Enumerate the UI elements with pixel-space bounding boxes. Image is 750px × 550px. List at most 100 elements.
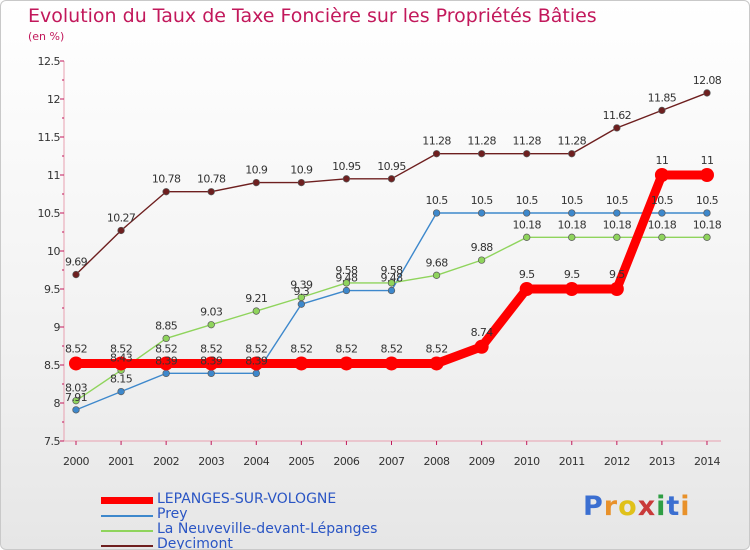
y-tick-label: 11.5 (38, 131, 61, 144)
x-tick-label: 2010 (514, 455, 540, 468)
data-point (384, 356, 399, 371)
data-label: 9.88 (471, 241, 494, 254)
data-point (432, 209, 441, 217)
x-tick-label: 2001 (108, 455, 134, 468)
data-label: 10.5 (561, 194, 584, 207)
data-point (613, 209, 621, 217)
data-point (117, 226, 125, 235)
data-label: 8.43 (110, 351, 133, 364)
data-label: 9.68 (426, 256, 449, 269)
data-label: 10.18 (693, 218, 722, 231)
data-point (342, 286, 351, 295)
y-tick-label: 8.5 (44, 359, 60, 372)
data-point (658, 106, 666, 115)
data-point (294, 356, 309, 371)
data-label: 8.52 (110, 342, 132, 355)
data-label: 11.28 (512, 135, 541, 148)
data-label: 9.58 (335, 264, 358, 277)
data-point (72, 406, 80, 414)
data-point (477, 209, 486, 217)
data-point (609, 282, 624, 296)
data-label: 11.28 (422, 135, 451, 148)
data-point (658, 233, 666, 241)
data-label: 10.18 (558, 218, 587, 231)
data-point (297, 178, 306, 187)
y-tick-label: 10 (47, 245, 60, 258)
logo-letter: x (637, 491, 657, 522)
data-label: 11.28 (467, 135, 496, 148)
data-label: 9.48 (335, 272, 358, 285)
data-label: 8.39 (245, 354, 268, 367)
data-label: 11 (701, 154, 714, 167)
data-label: 9.48 (380, 272, 403, 285)
logo-letter: t (666, 491, 681, 522)
data-point (204, 356, 219, 371)
logo-letter: i (656, 491, 667, 522)
data-point (207, 188, 215, 196)
line-chart: 7.5 8 8.5 9 9.5 10 10.5 11 11.5 12 12.5 2000 2001 200… (38, 55, 723, 468)
data-point (568, 209, 576, 217)
data-label: 10.5 (606, 194, 629, 207)
data-point (477, 256, 486, 264)
data-point (568, 233, 576, 241)
data-point (523, 233, 531, 241)
data-point (703, 209, 711, 217)
data-label: 10.5 (426, 194, 449, 207)
y-tick-label: 9.5 (44, 283, 60, 296)
data-point (387, 286, 396, 295)
x-tick-label: 2008 (424, 455, 450, 468)
legend-label: Deycimont (157, 536, 233, 550)
data-point (249, 356, 264, 371)
data-point (342, 175, 351, 183)
y-tick-label: 10.5 (38, 207, 61, 220)
data-point (699, 168, 714, 182)
data-label: 8.52 (245, 342, 267, 355)
data-point (519, 282, 534, 296)
x-tick-label: 2013 (649, 455, 675, 468)
x-tick-label: 2003 (198, 455, 224, 468)
data-point (432, 271, 441, 279)
data-point (117, 387, 125, 396)
data-label: 9.69 (65, 256, 88, 269)
data-point (114, 356, 129, 371)
data-point (568, 150, 576, 158)
legend-swatch (101, 545, 153, 547)
data-point (72, 397, 80, 405)
data-label: 8.85 (155, 319, 178, 332)
y-tick-label: 7.5 (44, 435, 60, 448)
data-label: 10.78 (197, 173, 226, 186)
data-point (72, 270, 80, 279)
data-point (207, 369, 215, 378)
series-layer (69, 89, 714, 414)
data-point (252, 307, 260, 315)
data-point (523, 209, 531, 217)
legend-swatch (101, 530, 153, 532)
data-label: 10.78 (152, 173, 181, 186)
data-label: 8.39 (200, 354, 223, 367)
data-point (432, 150, 441, 158)
data-label: 7.91 (65, 391, 87, 404)
y-tick-label: 9 (54, 321, 61, 334)
data-point (162, 334, 170, 343)
x-tick-label: 2002 (153, 455, 179, 468)
data-label: 8.52 (290, 342, 312, 355)
data-label: 9.5 (609, 268, 625, 281)
data-label: 11 (656, 154, 669, 167)
data-point (297, 293, 306, 302)
data-label: 10.95 (377, 160, 406, 173)
data-label: 10.5 (651, 194, 674, 207)
legend-label: Prey (157, 506, 188, 522)
data-point (387, 279, 396, 287)
logo-letter: i (680, 491, 691, 522)
data-label: 8.52 (380, 342, 402, 355)
y-tick-label: 12.5 (38, 55, 61, 68)
data-point (703, 233, 711, 241)
chart-title: Evolution du Taux de Taxe Foncière sur l… (28, 5, 597, 27)
data-point (159, 356, 174, 371)
legend-swatch (101, 497, 153, 504)
data-point (523, 150, 531, 158)
x-tick-label: 2011 (559, 455, 585, 468)
data-label: 11.85 (648, 91, 677, 104)
data-point (613, 233, 621, 241)
